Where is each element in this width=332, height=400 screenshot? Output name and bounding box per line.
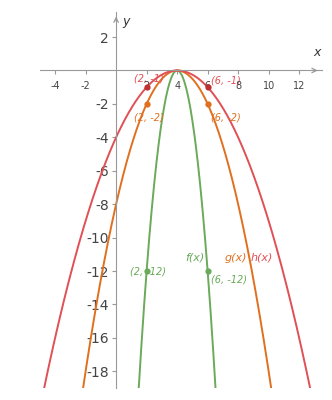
Text: (2, -12): (2, -12) [130, 266, 166, 276]
Text: (6, -12): (6, -12) [211, 274, 247, 284]
Text: 4: 4 [174, 80, 180, 90]
Text: 6: 6 [205, 80, 211, 90]
Text: (2, -1): (2, -1) [134, 74, 163, 84]
Text: (6, -2): (6, -2) [211, 112, 240, 122]
Text: (2, -2): (2, -2) [134, 112, 163, 122]
Text: x: x [314, 46, 321, 59]
Text: h(x): h(x) [251, 253, 274, 263]
Text: f(x): f(x) [185, 253, 204, 263]
Text: 12: 12 [293, 80, 305, 90]
Text: -2: -2 [81, 80, 91, 90]
Text: (6, -1): (6, -1) [211, 76, 240, 86]
Text: y: y [122, 15, 129, 28]
Text: 8: 8 [235, 80, 241, 90]
Text: 2: 2 [143, 80, 150, 90]
Text: 10: 10 [263, 80, 275, 90]
Text: -4: -4 [50, 80, 60, 90]
Text: g(x): g(x) [224, 253, 247, 263]
